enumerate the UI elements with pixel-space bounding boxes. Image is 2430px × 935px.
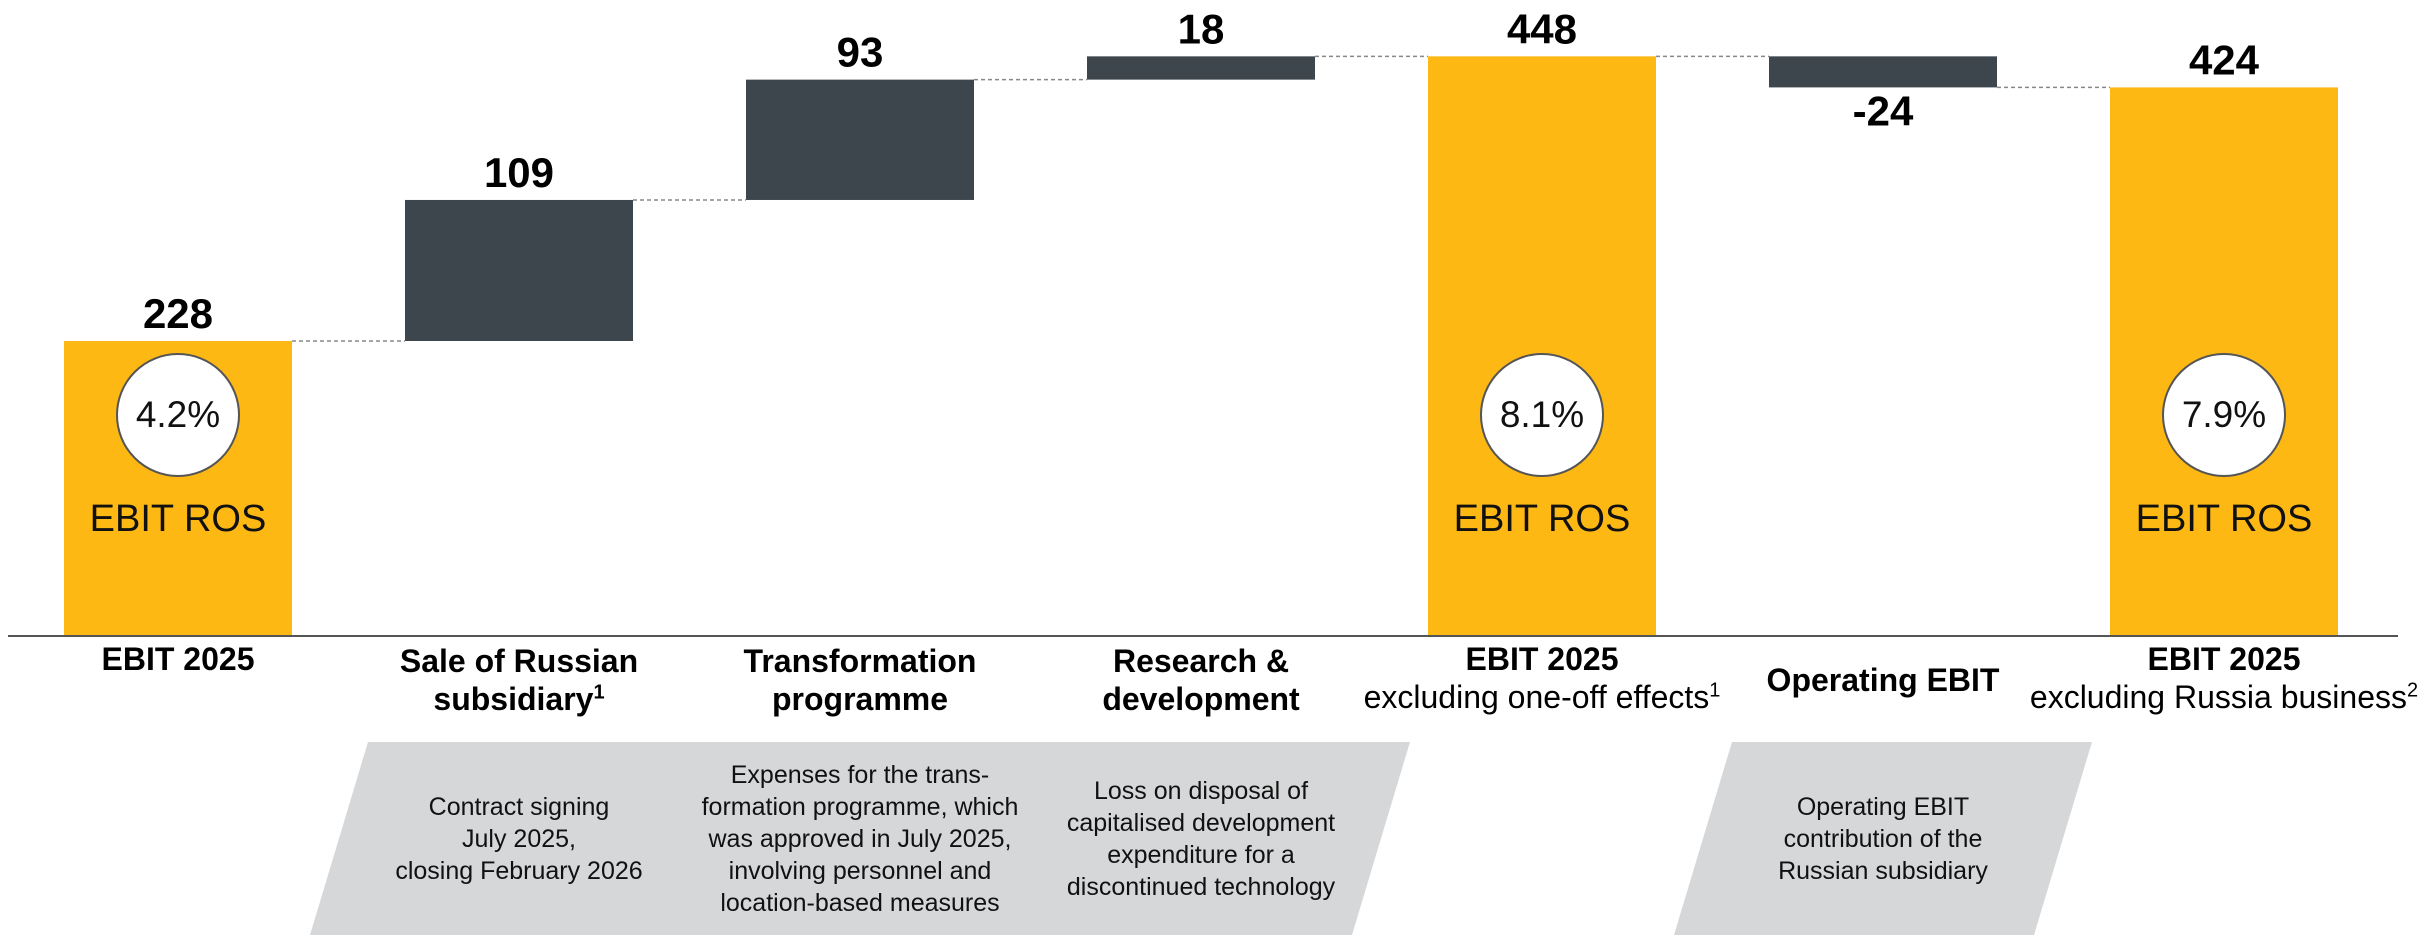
category-subtext: excluding one-off effects xyxy=(1363,679,1710,715)
note-box xyxy=(651,742,1069,935)
note-box xyxy=(1674,742,2092,935)
footnote-mark: 1 xyxy=(1709,679,1721,702)
value-label: 424 xyxy=(2189,36,2260,83)
note-box xyxy=(992,742,1410,935)
category-subtext: excluding Russia business xyxy=(2029,679,2407,715)
ros-value: 8.1% xyxy=(1500,394,1584,435)
note: Contract signing July 2025, closing Febr… xyxy=(349,742,689,935)
category-label: Transformation programme xyxy=(700,640,1020,720)
category-name: EBIT 2025 xyxy=(102,640,255,678)
note: Loss on disposal of capitalised developm… xyxy=(1031,742,1371,935)
value-label: -24 xyxy=(1853,87,1914,134)
category-name: Sale of Russian subsidiary1 xyxy=(359,642,679,718)
category-name: EBIT 2025 xyxy=(1466,640,1619,678)
bar xyxy=(405,199,633,341)
footnote-mark: 1 xyxy=(593,681,605,704)
note: Operating EBIT contribution of the Russi… xyxy=(1713,742,2053,935)
value-label: 93 xyxy=(837,29,884,76)
value-label: 109 xyxy=(484,149,554,196)
value-label: 448 xyxy=(1507,5,1577,52)
note-text: Loss on disposal of capitalised developm… xyxy=(1066,776,1336,901)
ros-label: EBIT ROS xyxy=(2136,498,2313,540)
value-label: 228 xyxy=(143,290,213,337)
note-box xyxy=(310,742,728,935)
bar xyxy=(1087,56,1315,80)
category-text: Sale of Russian subsidiary xyxy=(399,643,639,717)
bar xyxy=(1769,56,1997,88)
category-name: Transformation programme xyxy=(700,642,1020,718)
category-label: Operating EBIT xyxy=(1723,640,2043,720)
note-text: Expenses for the trans- formation progra… xyxy=(701,760,1019,917)
category-text: EBIT 2025 xyxy=(101,641,255,677)
category-text: Transformation programme xyxy=(743,643,977,717)
bar xyxy=(1428,56,1656,637)
ros-label: EBIT ROS xyxy=(90,498,267,540)
note-text: Operating EBIT contribution of the Russi… xyxy=(1778,792,1988,885)
category-sublabel: excluding one-off effects1 xyxy=(1364,678,1721,716)
note-text: Contract signing July 2025, closing Febr… xyxy=(395,792,643,885)
bar xyxy=(746,79,974,200)
category-label: EBIT 2025 xyxy=(18,640,338,720)
value-label: 18 xyxy=(1178,5,1225,52)
ros-circle xyxy=(116,353,240,477)
category-label: Sale of Russian subsidiary1 xyxy=(359,640,679,720)
category-name: EBIT 2025 xyxy=(2148,640,2301,678)
category-text: EBIT 2025 xyxy=(2147,641,2301,677)
category-sublabel: excluding Russia business2 xyxy=(2030,678,2418,716)
category-text: EBIT 2025 xyxy=(1465,641,1619,677)
note: Expenses for the trans- formation progra… xyxy=(690,742,1030,935)
footnote-mark: 2 xyxy=(2406,679,2419,702)
category-text: Research & development xyxy=(1102,643,1300,717)
category-name: Operating EBIT xyxy=(1767,661,2000,699)
category-label: EBIT 2025 excluding one-off effects1 xyxy=(1364,640,1721,720)
ros-value: 4.2% xyxy=(136,394,220,435)
category-label: EBIT 2025 excluding Russia business2 xyxy=(2030,640,2418,720)
category-label: Research & development xyxy=(1041,640,1361,720)
ros-value: 7.9% xyxy=(2182,394,2266,435)
ros-label: EBIT ROS xyxy=(1454,498,1631,540)
ros-circle xyxy=(2162,353,2286,477)
ros-circle xyxy=(1480,353,1604,477)
category-text: Operating EBIT xyxy=(1766,662,2000,698)
category-name: Research & development xyxy=(1041,642,1361,718)
